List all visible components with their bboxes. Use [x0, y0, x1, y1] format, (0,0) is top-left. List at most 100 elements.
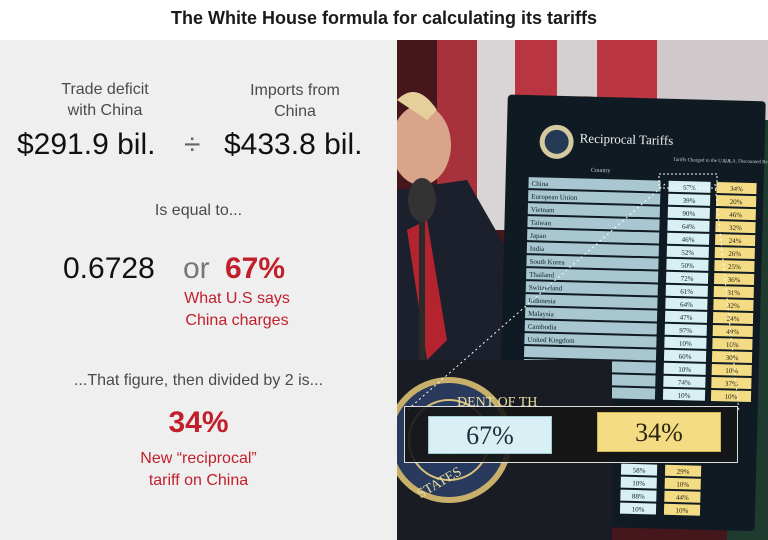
board-charged-cell — [667, 232, 710, 245]
board-seal-inner — [544, 129, 569, 154]
divide-symbol: ÷ — [184, 128, 201, 161]
board-recip-cell — [711, 363, 752, 377]
board-row: Switzerland 61% 31% — [525, 281, 754, 299]
percent-result: 67% — [225, 252, 286, 285]
board-recip-cell — [663, 503, 701, 516]
board-recip-value: 30% — [726, 354, 739, 362]
board-charged-cell — [667, 206, 710, 219]
final-caption-line-2: tariff on China — [148, 472, 249, 489]
board-charged-cell — [620, 476, 657, 489]
board-recip-cell — [716, 182, 757, 195]
board-recip-value: 37% — [725, 380, 738, 388]
board-charged-value: 10% — [678, 392, 691, 400]
board-charged-value: 10% — [632, 505, 645, 513]
board-country-cell — [525, 281, 658, 296]
decimal-result: 0.6728 — [63, 252, 155, 285]
board-col-discounted: U.S.A. Discounted Reciprocal Tariffs — [723, 159, 768, 166]
board-country-label: Taiwan — [530, 219, 551, 228]
board-row: 10% 10% — [619, 502, 701, 516]
zoom-charged-cell: 67% — [428, 416, 552, 454]
board-recip-value: 26% — [728, 250, 741, 258]
board-country-cell — [525, 294, 658, 309]
board-recip-value: 24% — [727, 315, 740, 323]
board-recip-value: 44% — [676, 494, 689, 502]
microphone-stand — [419, 200, 425, 370]
board-row: China 67% 34% — [528, 177, 757, 195]
board-recip-cell — [664, 464, 702, 477]
board-recip-value: 10% — [724, 393, 737, 401]
board-row: Indonesia 64% 32% — [525, 294, 754, 312]
page-title: The White House formula for calculating … — [170, 8, 598, 28]
board-recip-cell — [711, 376, 752, 390]
board-charged-value: 60% — [679, 353, 692, 361]
board-col-country: Country — [591, 168, 611, 175]
denominator-value: $433.8 bil. — [224, 128, 363, 161]
board-charged-value: 50% — [681, 262, 694, 270]
board-charged-cell — [664, 310, 708, 323]
board-recip-cell — [712, 324, 753, 338]
board-charged-cell — [664, 336, 707, 349]
board-charged-cell — [662, 388, 706, 401]
board-row: Thailand 72% 36% — [526, 268, 755, 286]
numerator-label-line-2: with China — [67, 102, 143, 119]
board-recip-cell — [714, 234, 756, 247]
board-recip-cell — [716, 195, 757, 208]
board-country-cell — [527, 203, 660, 218]
board-charged-cell — [619, 502, 657, 515]
board-recip-value: 49% — [726, 328, 739, 336]
board-recip-value: 32% — [729, 224, 742, 232]
board-row: South Korea 50% 25% — [526, 255, 755, 273]
board-row: Malaysia 47% 24% — [525, 307, 754, 325]
board-charged-value: 10% — [678, 366, 691, 374]
board-charged-value: 67% — [683, 184, 696, 192]
board-country-label: Japan — [530, 232, 547, 240]
tariff-board-photo: Reciprocal Tariffs Country Tariffs Charg… — [397, 40, 768, 540]
board-charged-value: 97% — [679, 327, 692, 335]
denominator-label: Imports from China — [220, 80, 370, 122]
board-country-cell — [526, 242, 659, 257]
board-country-cell — [528, 190, 661, 205]
man-hair — [397, 92, 437, 120]
board-charged-value: 64% — [682, 223, 695, 231]
board-recip-cell — [664, 490, 701, 503]
percent-caption-line-1: What U.S says — [184, 290, 290, 307]
board-recip-cell — [712, 337, 753, 351]
board-charged-cell — [665, 271, 709, 284]
numerator-label: Trade deficit with China — [30, 79, 180, 121]
man-head — [397, 105, 451, 185]
denominator-label-line-1: Imports from — [250, 82, 340, 99]
board-charged-cell — [664, 323, 707, 336]
board-charged-value: 10% — [632, 479, 645, 487]
board-recip-value: 36% — [728, 276, 741, 284]
board-charged-value: 47% — [680, 314, 693, 322]
board-country-label: Malaysia — [528, 310, 555, 319]
final-caption: New “reciprocal” tariff on China — [0, 448, 397, 492]
board-recip-cell — [664, 477, 701, 490]
board-country-cell — [524, 320, 657, 335]
board-title: Reciprocal Tariffs — [580, 130, 674, 147]
board-row: 60% 30% — [523, 346, 753, 364]
board-recip-value: 24% — [729, 237, 742, 245]
board-charged-value: 90% — [682, 210, 695, 218]
zoom-recip-cell: 34% — [597, 412, 721, 452]
board-charged-value: 46% — [682, 236, 695, 244]
board-recip-cell — [710, 389, 752, 403]
board-row: 88% 44% — [620, 489, 701, 503]
board-country-cell — [527, 216, 660, 231]
board-country-label: Vietnam — [531, 206, 555, 215]
photo-illustration: Reciprocal Tariffs Country Tariffs Charg… — [397, 40, 768, 540]
halved-text: ...That figure, then divided by 2 is... — [73, 372, 324, 389]
board-country-label: South Korea — [529, 258, 565, 267]
board-charged-value: 52% — [681, 249, 694, 257]
board-charged-cell — [663, 375, 706, 388]
board-row: 58% 29% — [620, 463, 702, 477]
board-charged-value: 72% — [681, 275, 694, 283]
board-recip-cell — [715, 208, 756, 221]
board-charged-cell — [620, 489, 657, 502]
board-country-cell — [524, 333, 657, 348]
board-charged-cell — [665, 297, 708, 310]
board-country-label: Indonesia — [528, 297, 556, 306]
board-row: Japan 46% 24% — [527, 229, 756, 247]
board-recip-value: 34% — [730, 185, 743, 193]
board-recip-cell — [715, 221, 756, 234]
